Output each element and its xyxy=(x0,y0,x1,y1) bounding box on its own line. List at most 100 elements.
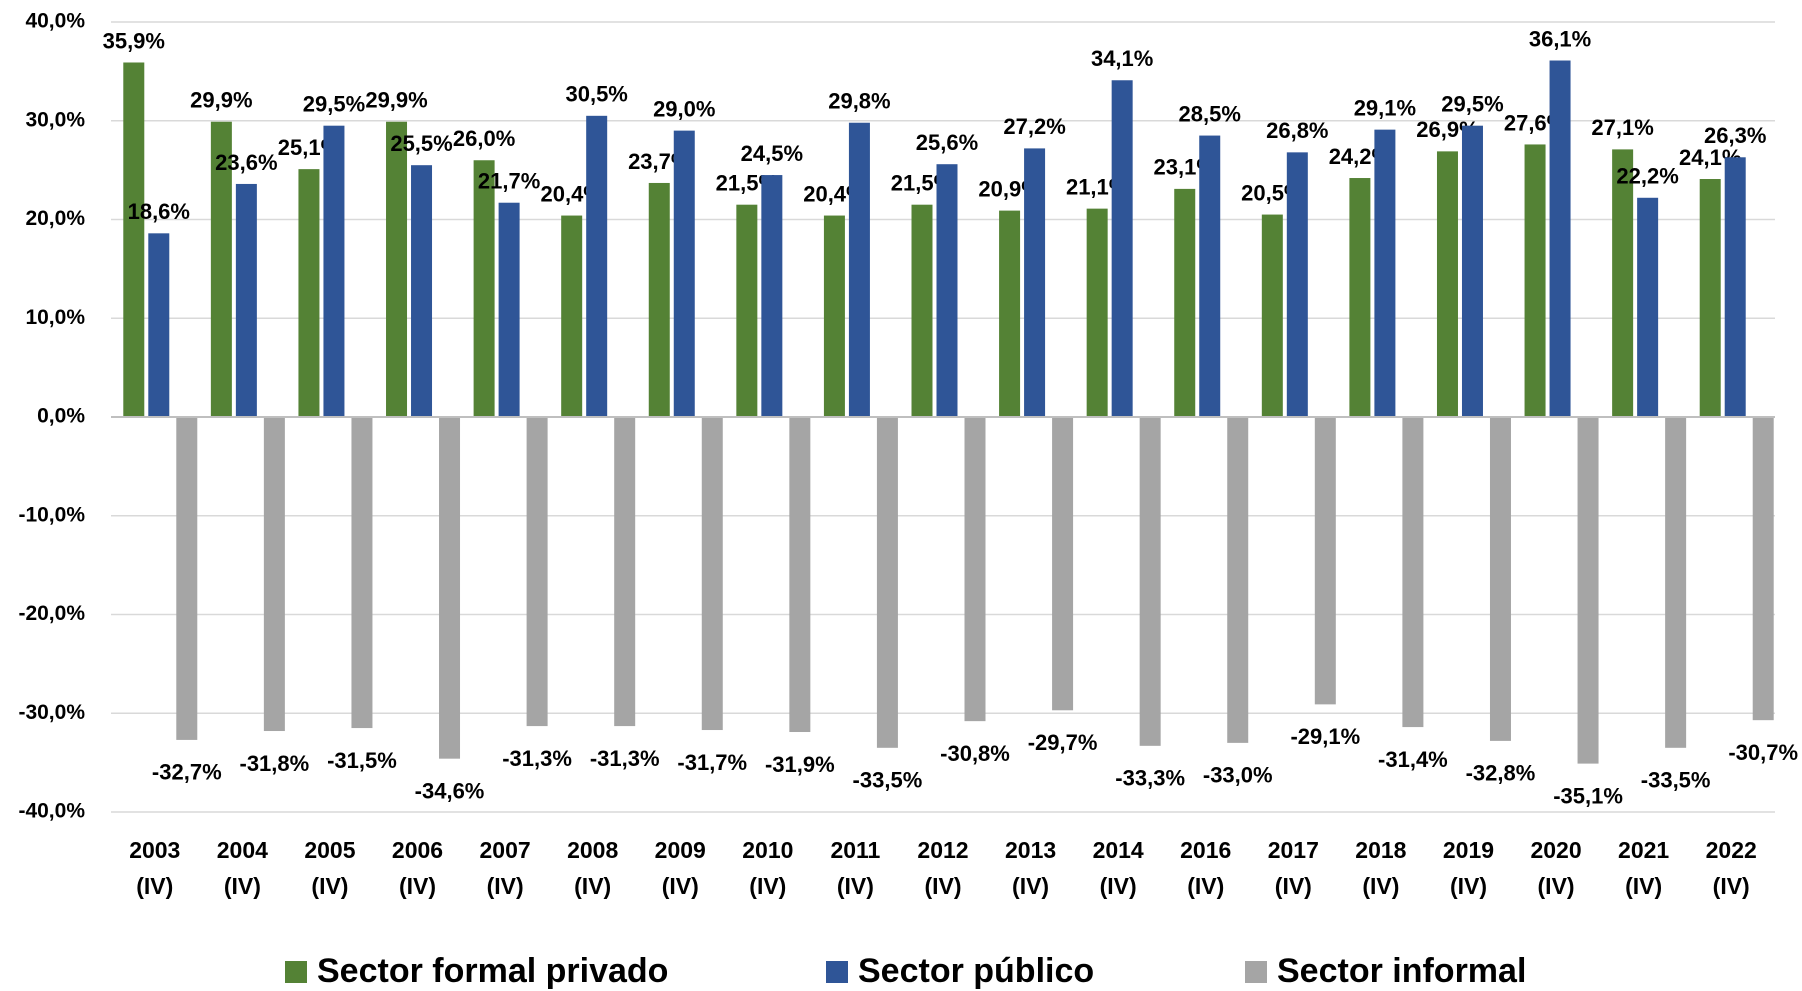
bar xyxy=(1199,135,1221,417)
legend-swatch xyxy=(1245,960,1267,983)
x-tick-label: 2005 (IV) xyxy=(304,837,356,899)
value-label: -30,8% xyxy=(940,741,1010,766)
value-label: -31,3% xyxy=(502,746,572,771)
value-label: 25,6% xyxy=(916,130,978,155)
x-tick-label: 2022 (IV) xyxy=(1705,837,1757,899)
x-tick-label: 2006 (IV) xyxy=(391,837,444,899)
value-label: 29,5% xyxy=(1441,92,1503,117)
bar xyxy=(148,233,170,417)
bar xyxy=(1489,417,1511,741)
y-tick-label: 10,0% xyxy=(25,306,85,329)
bar xyxy=(1665,417,1687,748)
bar xyxy=(614,417,636,727)
x-tick-label: 2008 (IV) xyxy=(567,837,619,899)
bar xyxy=(789,417,811,733)
bar xyxy=(298,169,320,417)
value-label: 29,9% xyxy=(190,88,252,113)
x-tick-label: 2011 (IV) xyxy=(830,837,881,899)
value-label: -29,7% xyxy=(1028,730,1098,755)
x-tick-label: 2009 (IV) xyxy=(654,837,706,899)
legend-item: Sector informal xyxy=(1245,952,1526,991)
bar xyxy=(323,125,345,417)
bar xyxy=(911,204,933,417)
bar xyxy=(1286,152,1308,417)
legend-swatch xyxy=(826,960,848,983)
bar xyxy=(235,183,257,417)
value-label: -33,3% xyxy=(1115,766,1185,791)
bar xyxy=(1402,417,1424,728)
y-tick-label: -20,0% xyxy=(18,602,85,625)
value-label: 26,8% xyxy=(1266,118,1328,143)
x-tick-label: 2010 (IV) xyxy=(742,837,794,899)
value-label: -34,6% xyxy=(415,778,485,803)
bar xyxy=(1349,178,1371,417)
value-label: -29,1% xyxy=(1290,724,1360,749)
bar xyxy=(1052,417,1074,711)
bar xyxy=(1374,129,1396,417)
bar xyxy=(1577,417,1599,764)
bar xyxy=(1261,214,1283,417)
value-label: 27,1% xyxy=(1591,115,1653,140)
bar xyxy=(176,417,198,740)
bar xyxy=(1024,148,1046,417)
legend-label: Sector informal xyxy=(1277,952,1527,990)
y-tick-label: -40,0% xyxy=(18,800,85,823)
bar xyxy=(964,417,986,722)
x-tick-label: 2003 (IV) xyxy=(129,837,181,899)
bar xyxy=(386,121,408,418)
bar xyxy=(411,165,433,417)
value-label: 22,2% xyxy=(1616,164,1678,189)
value-label: -33,5% xyxy=(853,768,923,793)
bar xyxy=(1111,80,1133,417)
value-label: 25,5% xyxy=(390,131,452,156)
bar xyxy=(936,164,958,417)
bar xyxy=(1699,179,1721,417)
x-tick-label: 2013 (IV) xyxy=(1004,837,1057,899)
bar xyxy=(123,62,145,418)
legend-label: Sector formal privado xyxy=(317,952,669,990)
value-label: 29,0% xyxy=(653,96,715,121)
value-label: 24,5% xyxy=(741,141,803,166)
x-tick-label: 2007 (IV) xyxy=(479,837,531,899)
bar xyxy=(210,121,232,418)
value-label: -32,7% xyxy=(152,760,222,785)
bar xyxy=(1637,197,1659,417)
value-label: 21,7% xyxy=(478,169,540,194)
value-label: 34,1% xyxy=(1091,46,1153,71)
bar xyxy=(1612,149,1634,417)
value-label: 36,1% xyxy=(1529,26,1591,51)
value-label: -31,9% xyxy=(765,752,835,777)
x-tick-label: 2016 (IV) xyxy=(1180,837,1232,899)
y-tick-label: 30,0% xyxy=(25,108,85,131)
bar xyxy=(586,115,608,417)
bar xyxy=(351,417,373,729)
bar xyxy=(1461,125,1483,417)
value-label: -33,0% xyxy=(1203,763,1273,788)
x-tick-label: 2019 (IV) xyxy=(1442,837,1495,899)
legend-swatch xyxy=(285,960,307,983)
bar xyxy=(1174,188,1196,417)
bar xyxy=(1227,417,1249,743)
bar xyxy=(701,417,723,731)
value-label: 30,5% xyxy=(565,82,627,107)
y-tick-label: 0,0% xyxy=(37,405,85,428)
bar xyxy=(1139,417,1161,746)
bar xyxy=(1549,60,1571,417)
bar xyxy=(1086,208,1108,417)
value-label: -31,7% xyxy=(677,750,747,775)
legend-item: Sector público xyxy=(826,952,1094,991)
bar xyxy=(526,417,548,727)
value-label: -32,8% xyxy=(1466,761,1536,786)
bar xyxy=(439,417,461,759)
y-tick-label: 40,0% xyxy=(25,10,85,33)
bar xyxy=(498,202,520,417)
bar xyxy=(673,130,695,417)
bar xyxy=(761,175,783,417)
bar xyxy=(736,204,758,417)
bar xyxy=(999,210,1021,417)
value-label: -35,1% xyxy=(1553,783,1623,808)
bar xyxy=(1752,417,1774,721)
value-label: 23,6% xyxy=(215,150,277,175)
